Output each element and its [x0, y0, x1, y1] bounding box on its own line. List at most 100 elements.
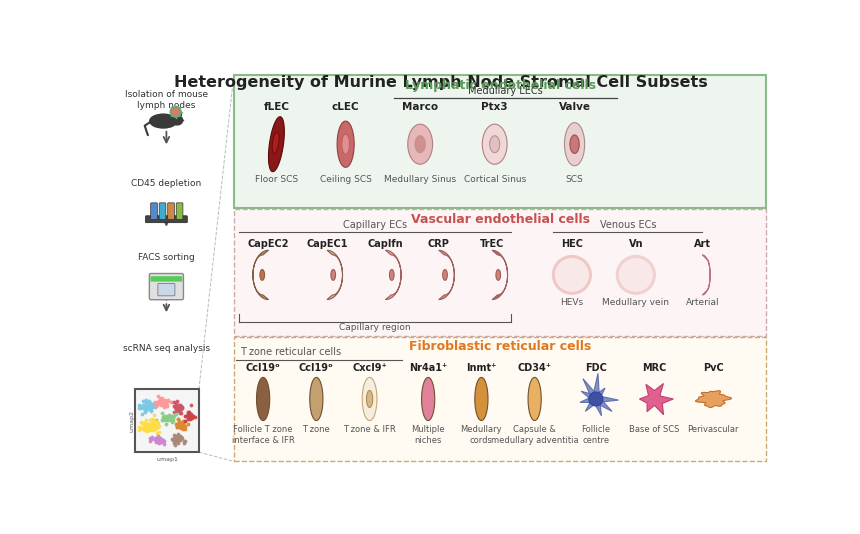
- Point: [166, 414, 180, 423]
- Point: [170, 423, 184, 431]
- Point: [149, 422, 163, 431]
- Point: [139, 402, 153, 410]
- Point: [181, 420, 195, 429]
- Point: [172, 405, 186, 414]
- Point: [175, 404, 188, 412]
- Point: [171, 430, 185, 439]
- FancyBboxPatch shape: [234, 75, 766, 208]
- Point: [139, 402, 153, 411]
- Point: [171, 415, 185, 423]
- Polygon shape: [253, 250, 268, 300]
- Text: Isolation of mouse
lymph nodes: Isolation of mouse lymph nodes: [125, 90, 208, 111]
- Point: [171, 421, 185, 429]
- Point: [157, 412, 171, 420]
- Point: [164, 415, 178, 424]
- Point: [181, 407, 195, 416]
- Text: umap2: umap2: [129, 410, 134, 431]
- Point: [184, 401, 198, 410]
- Point: [172, 406, 186, 415]
- Point: [165, 412, 179, 421]
- Point: [157, 414, 170, 422]
- FancyBboxPatch shape: [176, 203, 183, 219]
- Point: [159, 415, 173, 424]
- Point: [147, 399, 161, 407]
- Text: CRP: CRP: [428, 239, 450, 249]
- Polygon shape: [268, 117, 285, 171]
- Point: [173, 409, 187, 417]
- Point: [158, 401, 172, 410]
- Point: [142, 398, 156, 407]
- Polygon shape: [366, 390, 372, 407]
- Point: [169, 397, 183, 405]
- Point: [144, 403, 157, 411]
- Text: Medullary vein: Medullary vein: [602, 298, 669, 307]
- Point: [136, 402, 150, 410]
- Point: [175, 418, 189, 427]
- Text: umap1: umap1: [157, 457, 178, 462]
- Point: [146, 415, 160, 424]
- Text: CapEC1: CapEC1: [306, 239, 347, 249]
- Point: [187, 413, 201, 422]
- Point: [156, 409, 169, 417]
- Point: [176, 421, 190, 430]
- Point: [141, 425, 155, 433]
- Point: [137, 397, 150, 405]
- Point: [152, 396, 166, 405]
- Point: [151, 428, 165, 436]
- Point: [151, 399, 165, 407]
- Point: [168, 402, 181, 410]
- Point: [137, 419, 150, 428]
- Point: [175, 419, 189, 428]
- Point: [158, 397, 172, 405]
- Point: [171, 405, 185, 414]
- Point: [175, 421, 189, 429]
- Point: [161, 396, 175, 404]
- Text: Arterial: Arterial: [685, 298, 719, 307]
- Point: [170, 434, 184, 443]
- Point: [141, 420, 155, 428]
- Point: [170, 420, 184, 428]
- Point: [173, 401, 187, 410]
- Point: [157, 403, 170, 411]
- Point: [147, 421, 161, 430]
- Point: [173, 405, 187, 413]
- Polygon shape: [260, 270, 265, 280]
- Point: [172, 400, 186, 409]
- Point: [187, 412, 200, 420]
- FancyBboxPatch shape: [158, 284, 175, 296]
- Point: [138, 403, 152, 412]
- Point: [147, 411, 161, 420]
- Point: [155, 395, 169, 403]
- Point: [145, 417, 159, 426]
- Point: [157, 398, 171, 406]
- Point: [171, 402, 185, 411]
- Point: [138, 408, 152, 417]
- Point: [135, 410, 149, 419]
- Point: [181, 414, 195, 423]
- Point: [157, 416, 170, 425]
- Text: CapIfn: CapIfn: [368, 239, 403, 249]
- Point: [134, 418, 148, 426]
- Point: [179, 412, 193, 420]
- Point: [140, 402, 154, 410]
- Text: Floor SCS: Floor SCS: [255, 175, 298, 184]
- Point: [144, 420, 158, 428]
- Point: [138, 419, 152, 427]
- Point: [174, 421, 187, 429]
- Point: [173, 421, 187, 429]
- Polygon shape: [256, 378, 270, 421]
- Point: [147, 435, 161, 443]
- Point: [132, 426, 146, 434]
- Point: [144, 406, 158, 415]
- Point: [162, 411, 175, 419]
- Point: [144, 435, 158, 443]
- Point: [163, 413, 176, 422]
- Point: [137, 397, 150, 405]
- Point: [177, 436, 191, 445]
- Point: [171, 415, 185, 423]
- Point: [173, 405, 187, 414]
- Point: [154, 400, 168, 409]
- Text: CD45 depletion: CD45 depletion: [132, 179, 201, 188]
- Point: [143, 420, 157, 429]
- FancyBboxPatch shape: [150, 276, 182, 281]
